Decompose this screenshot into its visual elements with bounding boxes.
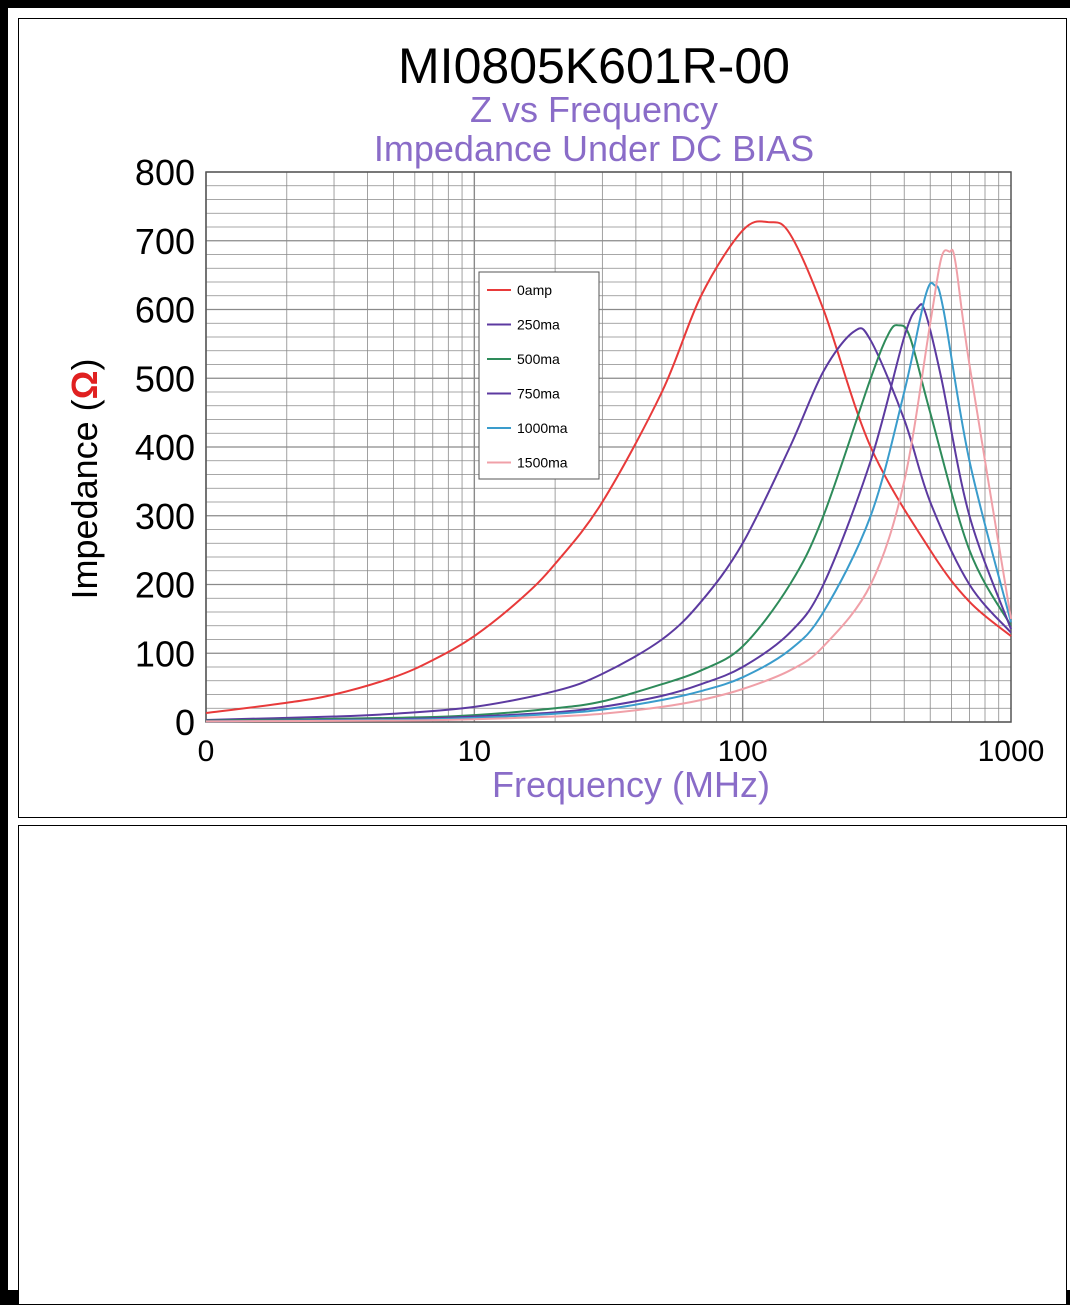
legend-label-250ma: 250ma [517, 317, 560, 333]
series-line-500ma [205, 324, 1012, 722]
omega-symbol: Ω [64, 371, 105, 400]
x-tick-label: 1000 [978, 735, 1045, 768]
chart-subtitle-line-2: Impedance Under DC BIAS [374, 128, 814, 169]
series-line-250ma [205, 327, 1012, 721]
y-tick-label: 0 [175, 702, 195, 743]
y-tick-label: 100 [135, 633, 195, 674]
y-tick-label: 300 [135, 496, 195, 537]
y-tick-label: 400 [135, 427, 195, 468]
legend-label-0amp: 0amp [517, 282, 552, 298]
x-tick-label: 100 [718, 735, 768, 768]
x-axis-label: Frequency (MHz) [492, 764, 770, 805]
x-tick-label: 10 [458, 735, 491, 768]
series-line-750ma [205, 303, 1012, 723]
y-tick-label: 800 [135, 152, 195, 193]
legend-label-1000ma: 1000ma [517, 420, 568, 436]
plot-area-border [205, 171, 1012, 723]
series-line-1000ma [205, 282, 1012, 723]
legend-label-750ma: 750ma [517, 386, 560, 402]
legend-label-1500ma: 1500ma [517, 455, 568, 471]
y-axis-label-text: Impedance ( [64, 399, 105, 599]
series-lines [205, 220, 1012, 723]
y-tick-label: 600 [135, 290, 195, 331]
impedance-chart: MI0805K601R-00 Z vs Frequency Impedance … [64, 38, 1045, 805]
chart-subtitle-line-1: Z vs Frequency [470, 89, 718, 130]
legend-box [478, 271, 600, 480]
legend-label-500ma: 500ma [517, 351, 560, 367]
y-axis-ticks: 0 100 200 300 400 500 600 700 800 [135, 152, 195, 743]
empty-panel [18, 825, 1067, 1305]
y-axis-label-close: ) [64, 359, 105, 371]
chart-panel: MI0805K601R-00 Z vs Frequency Impedance … [18, 18, 1067, 818]
chart-title: MI0805K601R-00 [398, 38, 790, 94]
series-line-1500ma [205, 248, 1012, 723]
x-axis-ticks: 0 10 100 1000 [198, 735, 1045, 768]
y-tick-label: 200 [135, 565, 195, 606]
legend: 0amp 250ma 500ma 750ma 1000ma 1500ma [478, 271, 600, 480]
series-line-0amp [205, 220, 1012, 715]
page-frame: MI0805K601R-00 Z vs Frequency Impedance … [8, 8, 1070, 1305]
y-axis-label: Impedance (Ω) [64, 359, 105, 600]
x-tick-label: 0 [198, 735, 215, 768]
y-tick-label: 500 [135, 358, 195, 399]
y-tick-label: 700 [135, 221, 195, 262]
